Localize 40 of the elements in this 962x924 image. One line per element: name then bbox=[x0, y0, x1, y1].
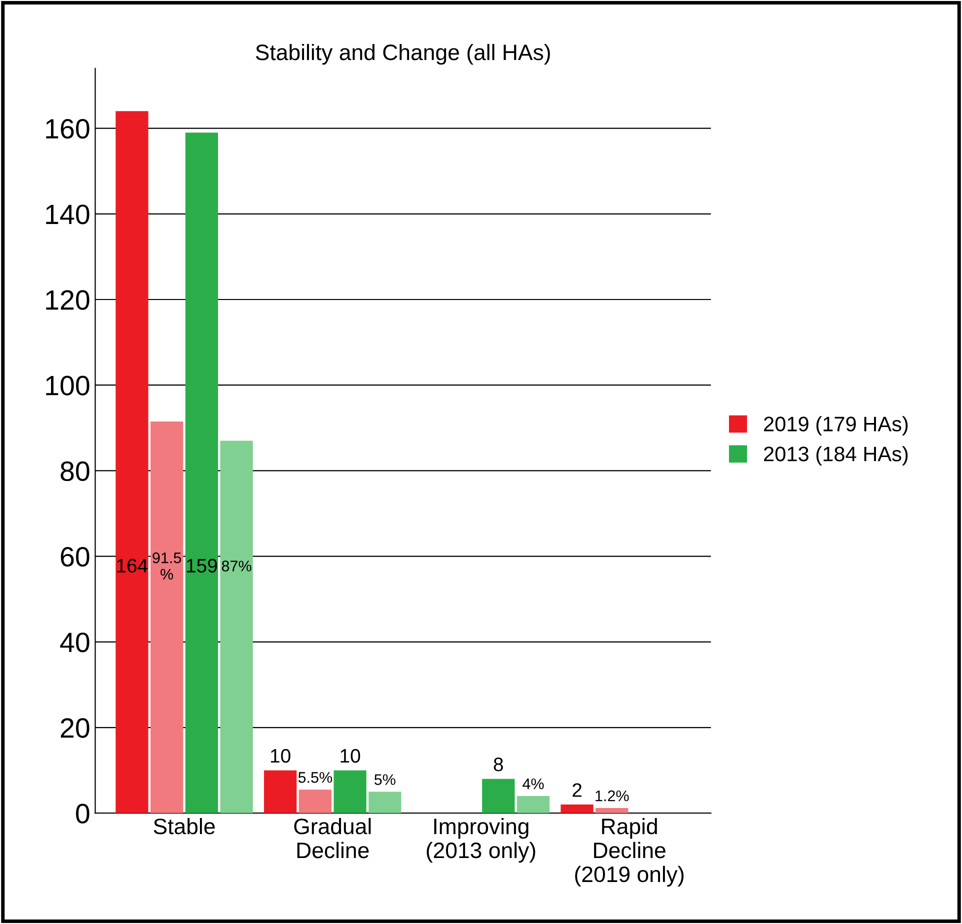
legend-label: 2019 (179 HAs) bbox=[764, 416, 908, 436]
bar bbox=[264, 770, 297, 814]
bar bbox=[298, 790, 332, 814]
y-tick-label: 0 bbox=[76, 804, 90, 824]
y-tick-label: 80 bbox=[60, 461, 90, 482]
data-label: 5.5% bbox=[298, 772, 332, 783]
chart-title: Stability and Change (all HAs) bbox=[256, 44, 550, 65]
bar bbox=[116, 111, 148, 814]
bar bbox=[516, 796, 550, 814]
x-tick-label: Gradual Decline bbox=[294, 818, 371, 858]
x-tick-label: Rapid Decline (2019 only) bbox=[575, 818, 684, 887]
data-label: 2 bbox=[572, 783, 582, 797]
bar bbox=[482, 778, 515, 814]
bar bbox=[560, 804, 594, 814]
y-tick-label: 160 bbox=[46, 118, 90, 139]
bar bbox=[220, 440, 253, 814]
y-tick-label: 60 bbox=[60, 546, 90, 567]
data-label: 1.2% bbox=[596, 790, 629, 802]
data-label: 87% bbox=[222, 560, 252, 572]
bar bbox=[596, 808, 628, 814]
x-tick-label: Stable bbox=[154, 818, 215, 834]
bar bbox=[150, 421, 184, 814]
bar bbox=[334, 770, 366, 814]
data-label: 159 bbox=[186, 558, 217, 573]
data-label: 5% bbox=[374, 774, 396, 785]
data-label: 8 bbox=[494, 758, 503, 772]
data-label: 10 bbox=[270, 748, 290, 763]
y-tick-label: 40 bbox=[60, 632, 90, 652]
data-label: 10 bbox=[340, 748, 360, 763]
y-tick-label: 20 bbox=[60, 718, 90, 738]
data-label: 164 bbox=[117, 558, 148, 573]
data-label: 4% bbox=[522, 778, 544, 790]
y-tick-label: 140 bbox=[46, 204, 90, 224]
x-tick-label: Improving (2013 only) bbox=[426, 818, 536, 863]
y-tick-label: 120 bbox=[46, 290, 90, 310]
bar bbox=[185, 132, 218, 814]
legend-label: 2013 (184 HAs) bbox=[764, 446, 908, 466]
data-label: 91.5 % bbox=[152, 552, 182, 580]
bar bbox=[368, 792, 402, 814]
y-tick-label: 100 bbox=[46, 376, 90, 396]
